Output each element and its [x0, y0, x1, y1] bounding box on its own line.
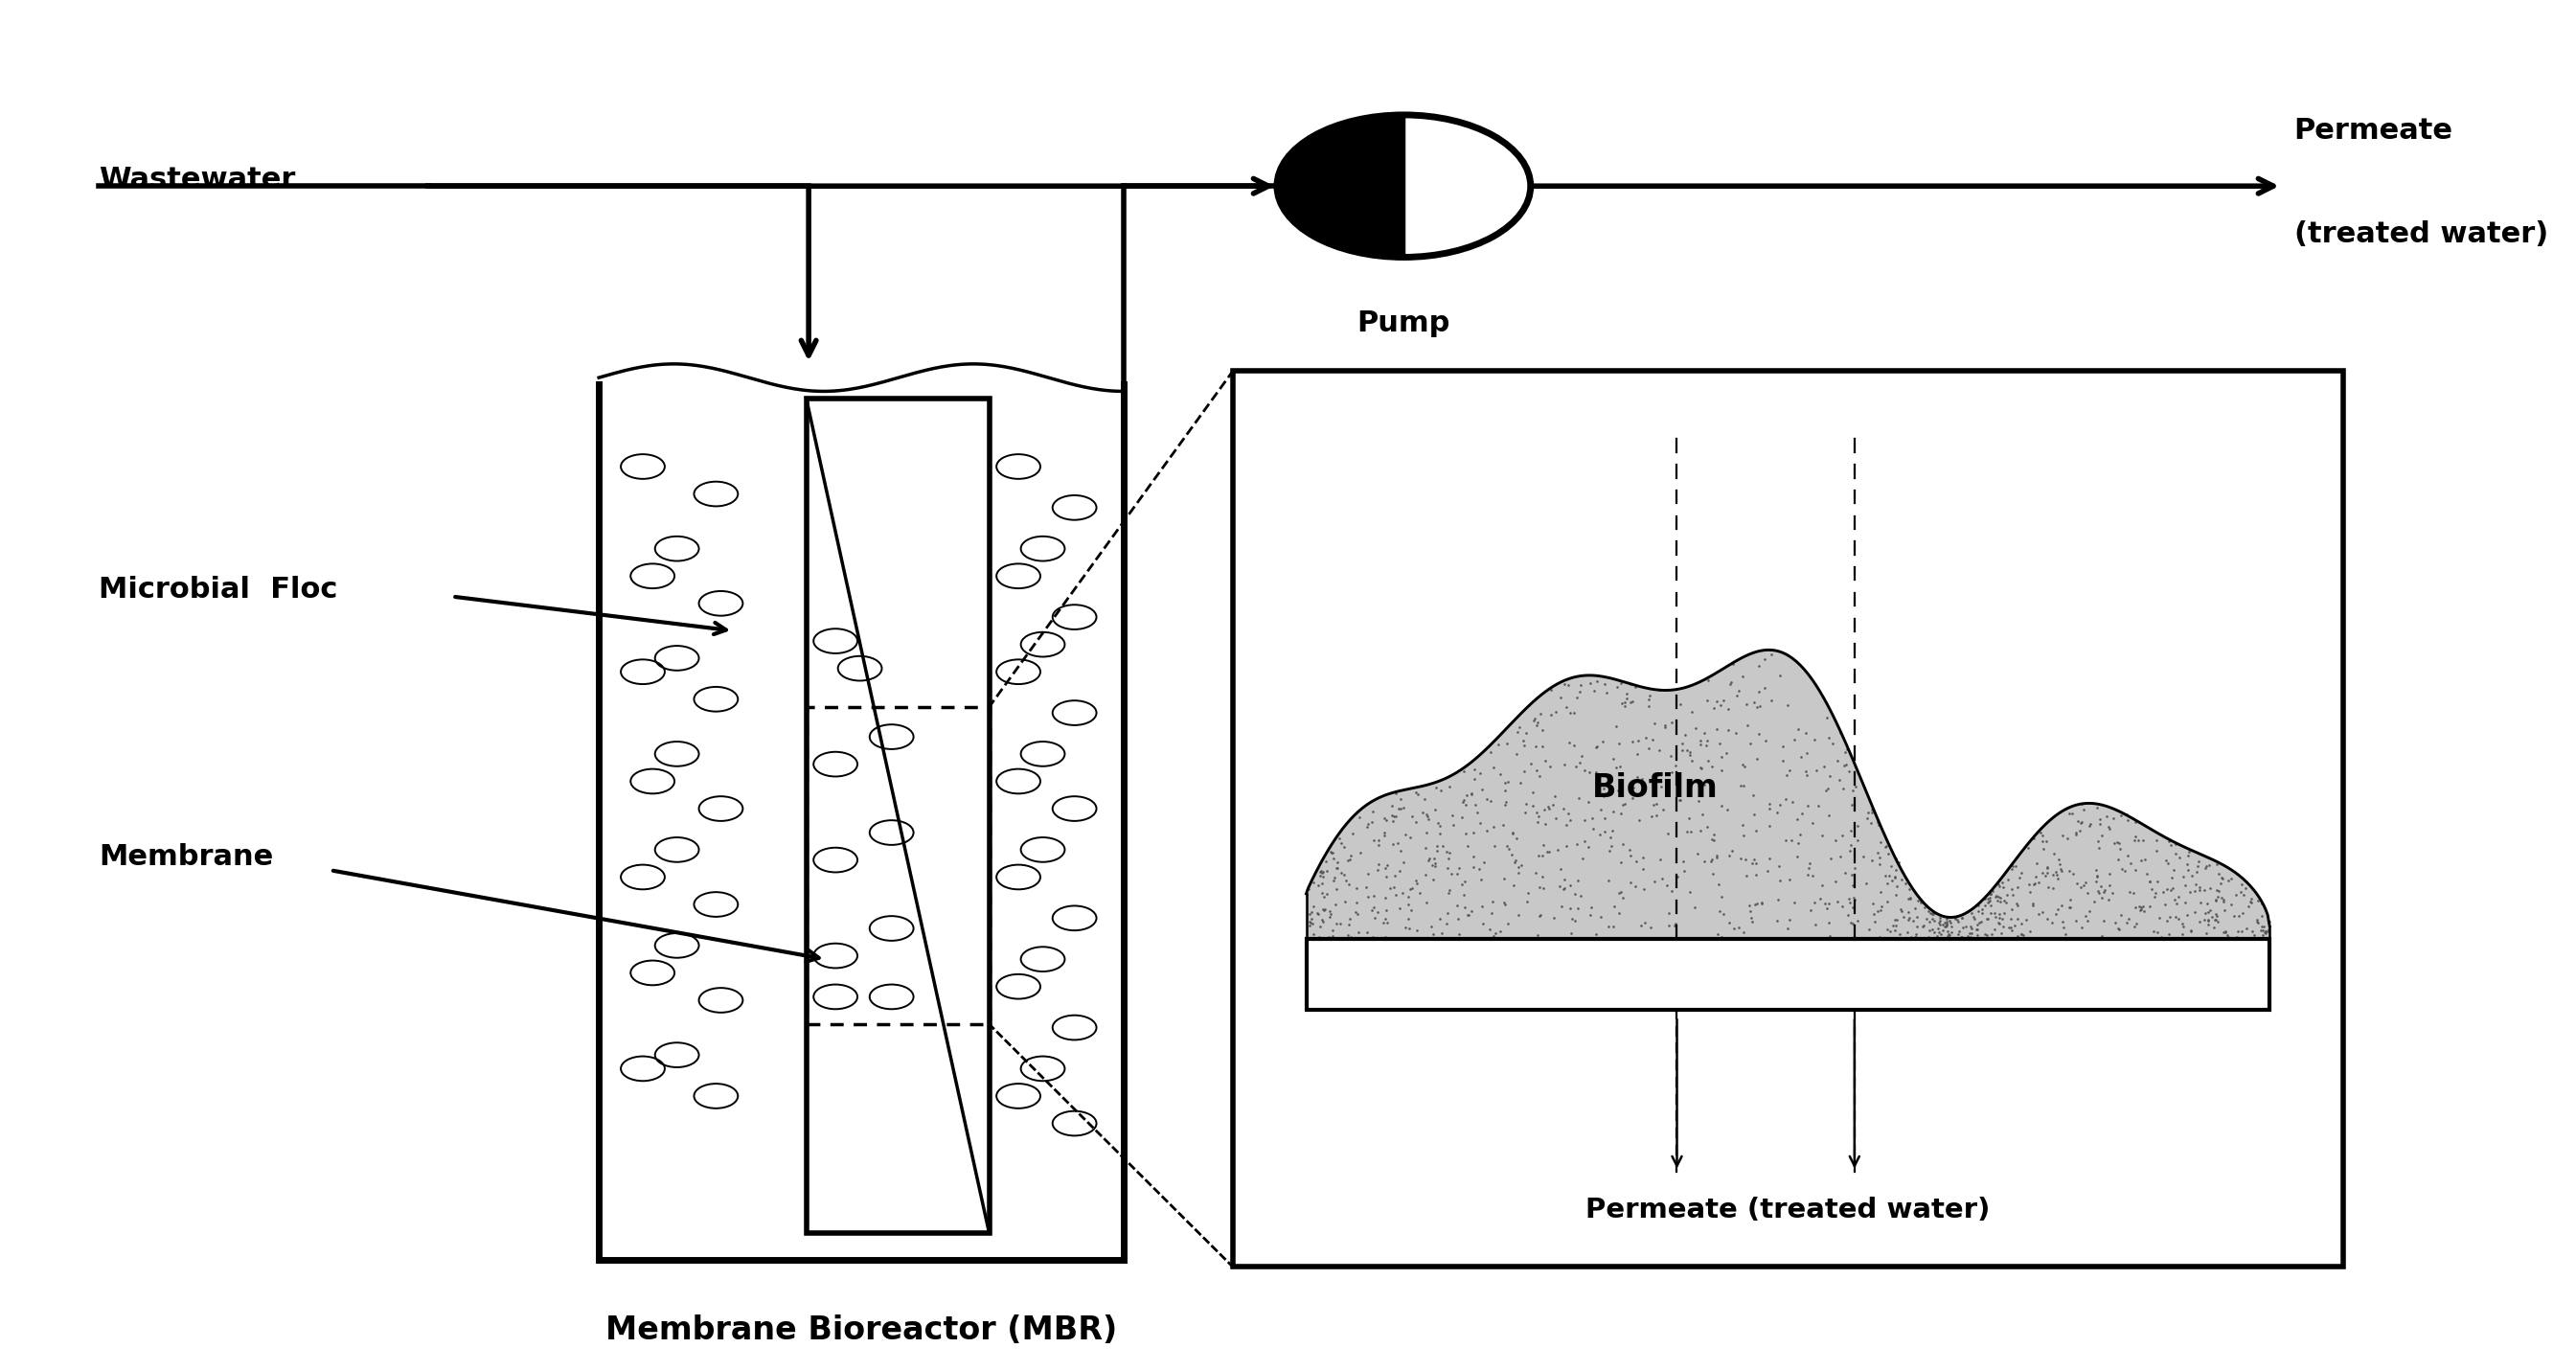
Text: Wastewater: Wastewater [98, 166, 296, 193]
Polygon shape [1306, 650, 2269, 939]
Bar [806, 707, 989, 1024]
Text: Biofilm: Biofilm [1592, 772, 1718, 803]
Text: Microbial  Floc: Microbial Floc [98, 576, 337, 603]
Text: Membrane Bioreactor (MBR): Membrane Bioreactor (MBR) [605, 1315, 1118, 1346]
Polygon shape [1404, 115, 1530, 258]
Text: Pump: Pump [1358, 310, 1450, 337]
Text: Permeate: Permeate [2295, 118, 2452, 145]
Bar [1234, 370, 2342, 1267]
Text: Permeate (treated water): Permeate (treated water) [1587, 1197, 1991, 1223]
Bar [806, 398, 989, 1233]
Bar [1306, 939, 2269, 1010]
Text: Membrane: Membrane [98, 843, 273, 871]
Circle shape [1278, 115, 1530, 258]
Text: (treated water): (treated water) [2295, 221, 2548, 248]
Polygon shape [1278, 115, 1404, 258]
Text: Membrane Surface: Membrane Surface [1633, 960, 1942, 988]
